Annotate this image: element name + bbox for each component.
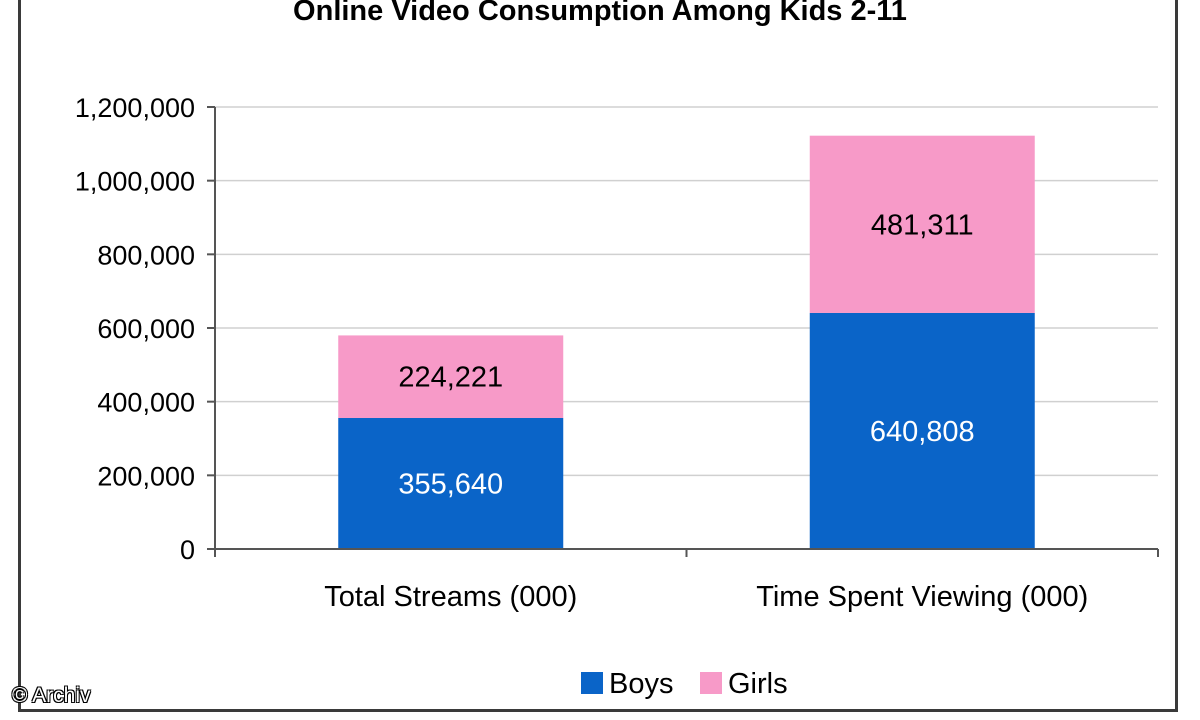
legend: Boys Girls — [581, 668, 788, 700]
labels: 0 200,000 400,000 600,000 800,000 1,000,000 1,… — [75, 93, 1088, 613]
legend-swatch-boys — [581, 672, 603, 694]
y-tick-label: 400,000 — [97, 388, 195, 418]
legend-swatch-girls — [700, 672, 722, 694]
bar-girls — [338, 335, 564, 419]
data-label: 224,221 — [398, 362, 503, 394]
watermark-text: © Archiv — [12, 684, 91, 707]
y-tick-label: 200,000 — [97, 461, 195, 491]
y-tick-label: 0 — [180, 535, 195, 565]
y-tick-label: 600,000 — [97, 314, 195, 344]
bar-boys — [809, 312, 1035, 549]
y-tick-label: 1,000,000 — [75, 167, 195, 197]
data-label: 481,311 — [871, 209, 974, 241]
data-label: 355,640 — [398, 469, 503, 501]
x-tick-label: Time Spent Viewing (000) — [756, 581, 1088, 613]
data-label: 640,808 — [870, 416, 975, 448]
axes — [207, 106, 1159, 557]
y-tick-label: 1,200,000 — [75, 93, 195, 123]
bar-boys — [338, 418, 564, 549]
bar-girls — [809, 135, 1035, 313]
x-tick-label: Total Streams (000) — [324, 581, 577, 613]
chart-title: Online Video Consumption Among Kids 2-11 — [293, 0, 907, 27]
legend-label-girls: Girls — [728, 668, 788, 700]
legend-label-boys: Boys — [609, 668, 673, 700]
bars — [338, 135, 1035, 549]
y-tick-label: 800,000 — [97, 240, 195, 270]
